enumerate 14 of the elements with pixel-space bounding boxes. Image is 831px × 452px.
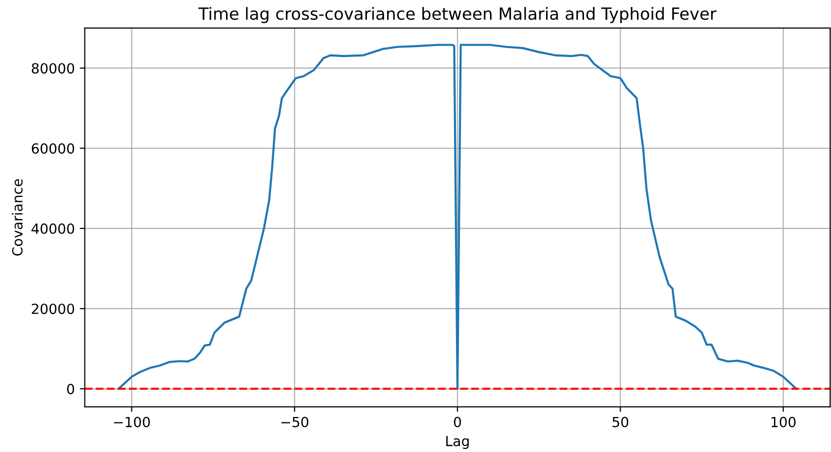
x-tick-label: 50: [612, 416, 628, 428]
x-tick-label: −50: [281, 416, 308, 428]
y-tick-label: 40000: [32, 223, 74, 234]
x-axis-title: Lag: [446, 436, 469, 449]
y-axis-title: Covariance: [12, 179, 23, 256]
y-tick-label: 0: [67, 384, 74, 394]
y-tick-label: 60000: [32, 143, 74, 154]
x-tick-label: 100: [772, 416, 796, 428]
chart-title: Time lag cross-covariance between Malaria and Typhoid Fever: [198, 7, 716, 24]
line-series: [118, 44, 798, 390]
y-tick-label: 20000: [32, 304, 74, 314]
x-tick-label: −100: [114, 416, 150, 428]
y-tick-label: 80000: [32, 63, 74, 74]
x-tick-label: 0: [454, 416, 461, 428]
